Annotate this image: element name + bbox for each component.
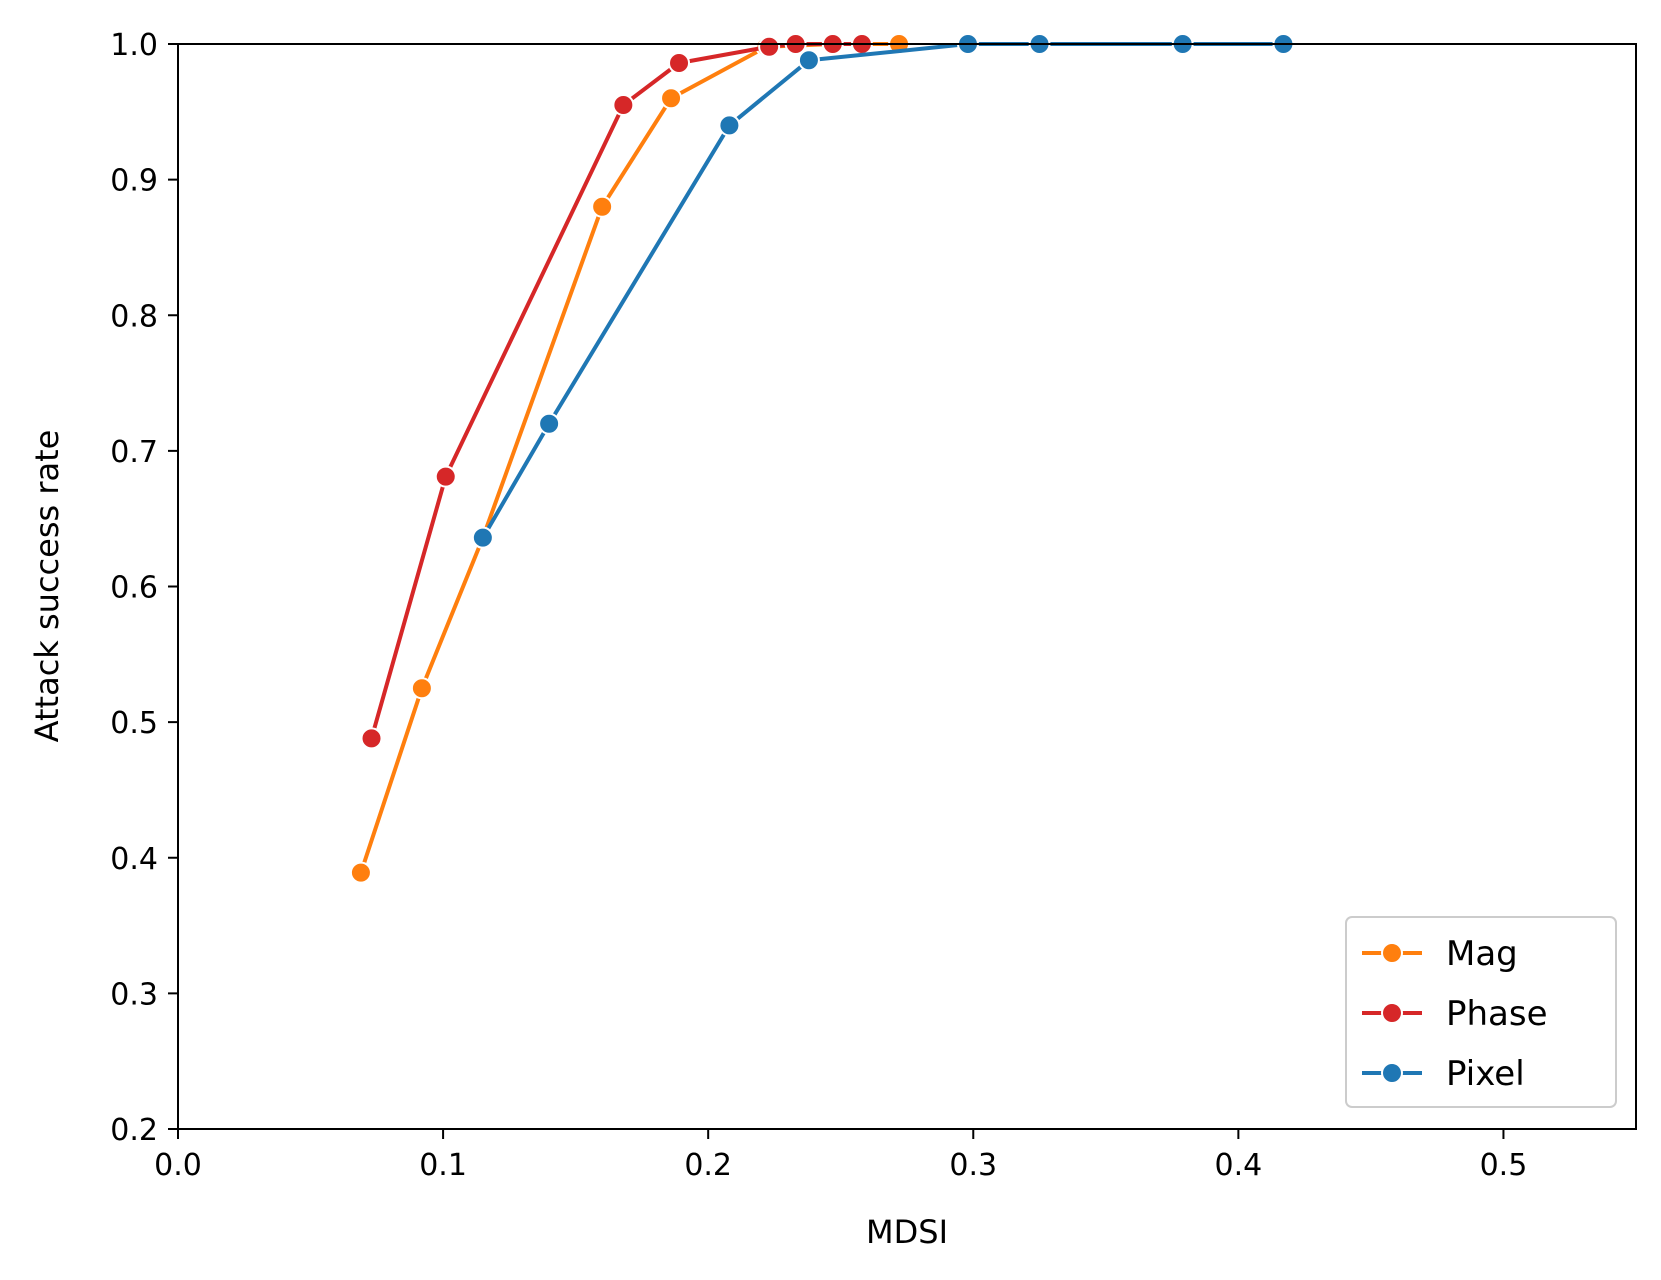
x-tick-label: 0.2 — [684, 1148, 732, 1183]
series-mag — [349, 33, 911, 884]
data-point-mag — [660, 87, 683, 110]
data-point-pixel — [471, 526, 494, 549]
legend-box — [1345, 916, 1617, 1108]
legend-item-pixel: Pixel — [1362, 1054, 1525, 1094]
x-tick-label: 0.4 — [1215, 1148, 1263, 1183]
legend-swatch-marker — [1381, 1002, 1403, 1024]
legend-item-mag: Mag — [1362, 934, 1518, 974]
tick-layer: 0.0 0.1 0.2 0.3 0.4 0.5 0.2 0.3 0.4 0.5 0.6 0.7 0.8 0… — [110, 28, 1527, 1183]
legend-label: Pixel — [1446, 1054, 1525, 1094]
series-layer — [349, 33, 1295, 884]
plot-area-frame — [177, 43, 1637, 1130]
y-tick-label: 0.2 — [110, 1113, 158, 1148]
data-point-phase — [434, 465, 457, 488]
y-tick-label: 0.7 — [110, 435, 158, 470]
data-point-phase — [360, 727, 383, 750]
series-phase — [360, 33, 873, 750]
y-tick-label: 0.3 — [110, 977, 158, 1012]
series-line-pixel — [481, 42, 1284, 539]
x-tick-label: 0.3 — [949, 1148, 997, 1183]
y-tick-label: 0.6 — [110, 571, 158, 606]
data-point-mag — [349, 861, 372, 884]
y-tick-label: 1.0 — [110, 28, 158, 63]
data-point-pixel — [797, 49, 820, 72]
y-tick-label: 0.9 — [110, 164, 158, 199]
legend: Mag Phase Pixel — [1345, 916, 1617, 1108]
x-tick-label: 0.0 — [154, 1148, 202, 1183]
y-axis-label: Attack success rate — [28, 430, 66, 743]
series-line-mag — [359, 42, 899, 874]
y-tick-label: 0.4 — [110, 842, 158, 877]
data-point-mag — [410, 677, 433, 700]
y-tick-label: 0.5 — [110, 706, 158, 741]
legend-label: Phase — [1446, 994, 1548, 1034]
legend-items: Mag Phase Pixel — [1362, 934, 1548, 1094]
x-axis-label: MDSI — [866, 1213, 948, 1251]
data-point-phase — [668, 51, 691, 74]
series-pixel — [471, 33, 1295, 549]
data-point-pixel — [538, 412, 561, 435]
legend-label: Mag — [1446, 934, 1518, 974]
data-point-pixel — [718, 114, 741, 137]
data-point-phase — [758, 35, 781, 58]
legend-item-phase: Phase — [1362, 994, 1548, 1034]
x-tick-label: 0.1 — [419, 1148, 467, 1183]
y-tick-label: 0.8 — [110, 299, 158, 334]
legend-swatch-marker — [1381, 1062, 1403, 1084]
x-tick-label: 0.5 — [1480, 1148, 1528, 1183]
data-point-phase — [612, 94, 635, 117]
data-point-mag — [591, 195, 614, 218]
legend-swatch-marker — [1381, 942, 1403, 964]
